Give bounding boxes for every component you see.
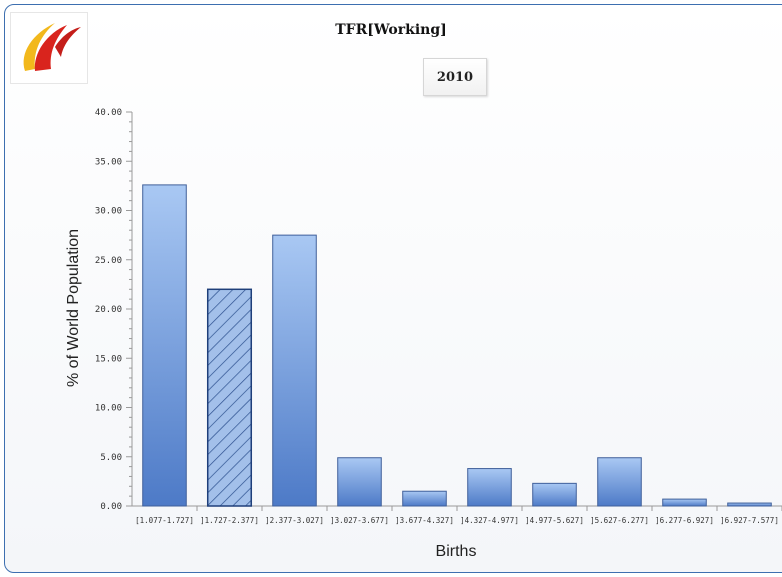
year-selector[interactable]: 2010	[423, 58, 487, 96]
bar-10[interactable]	[727, 502, 772, 507]
bar-4[interactable]	[337, 457, 382, 507]
y-tick-label: 30.00	[95, 207, 122, 217]
x-tick-label: ]1.727-2.377]	[200, 516, 259, 525]
x-tick-label: ]6.277-6.927]	[655, 516, 714, 525]
chart-ticks: 0.00 5.00 10.00 15.00 20.00 25.00 30.00 35.00 40…	[95, 108, 782, 525]
x-tick-label: ]4.977-5.627]	[525, 516, 584, 525]
y-axis-label: % of World Population	[65, 229, 82, 387]
logo-icon	[23, 23, 81, 71]
x-tick-label: ]3.027-3.677]	[330, 516, 389, 525]
y-tick-label: 40.00	[95, 108, 122, 118]
bar-2[interactable]	[206, 288, 253, 507]
x-tick-label: ]6.927-7.577]	[720, 516, 779, 525]
x-tick-label: ]3.677-4.327]	[395, 516, 454, 525]
chart-bars	[142, 184, 772, 507]
y-tick-label: 10.00	[95, 404, 122, 414]
bar-7[interactable]	[532, 482, 577, 507]
y-tick-label: 25.00	[95, 256, 122, 266]
x-tick-label: ]4.327-4.977]	[460, 516, 519, 525]
x-tick-label: ]5.627-6.277]	[590, 516, 649, 525]
bar-3[interactable]	[272, 234, 317, 507]
x-tick-label: [1.077-1.727]	[135, 516, 194, 525]
y-tick-label: 20.00	[95, 305, 122, 315]
chart-frame	[4, 4, 782, 573]
bar-6[interactable]	[467, 468, 512, 507]
logo	[10, 12, 88, 84]
y-tick-label: 15.00	[95, 354, 122, 364]
y-tick-label: 5.00	[100, 453, 122, 463]
x-axis-label: Births	[436, 543, 477, 560]
bar-8[interactable]	[597, 457, 642, 507]
bar-9[interactable]	[662, 498, 707, 507]
y-tick-label: 0.00	[100, 502, 122, 512]
bar-1[interactable]	[142, 184, 187, 507]
y-tick-label: 35.00	[95, 157, 122, 167]
chart-title: TFR[Working]	[335, 22, 447, 38]
bar-5[interactable]	[402, 490, 447, 507]
x-tick-label: ]2.377-3.027]	[265, 516, 324, 525]
